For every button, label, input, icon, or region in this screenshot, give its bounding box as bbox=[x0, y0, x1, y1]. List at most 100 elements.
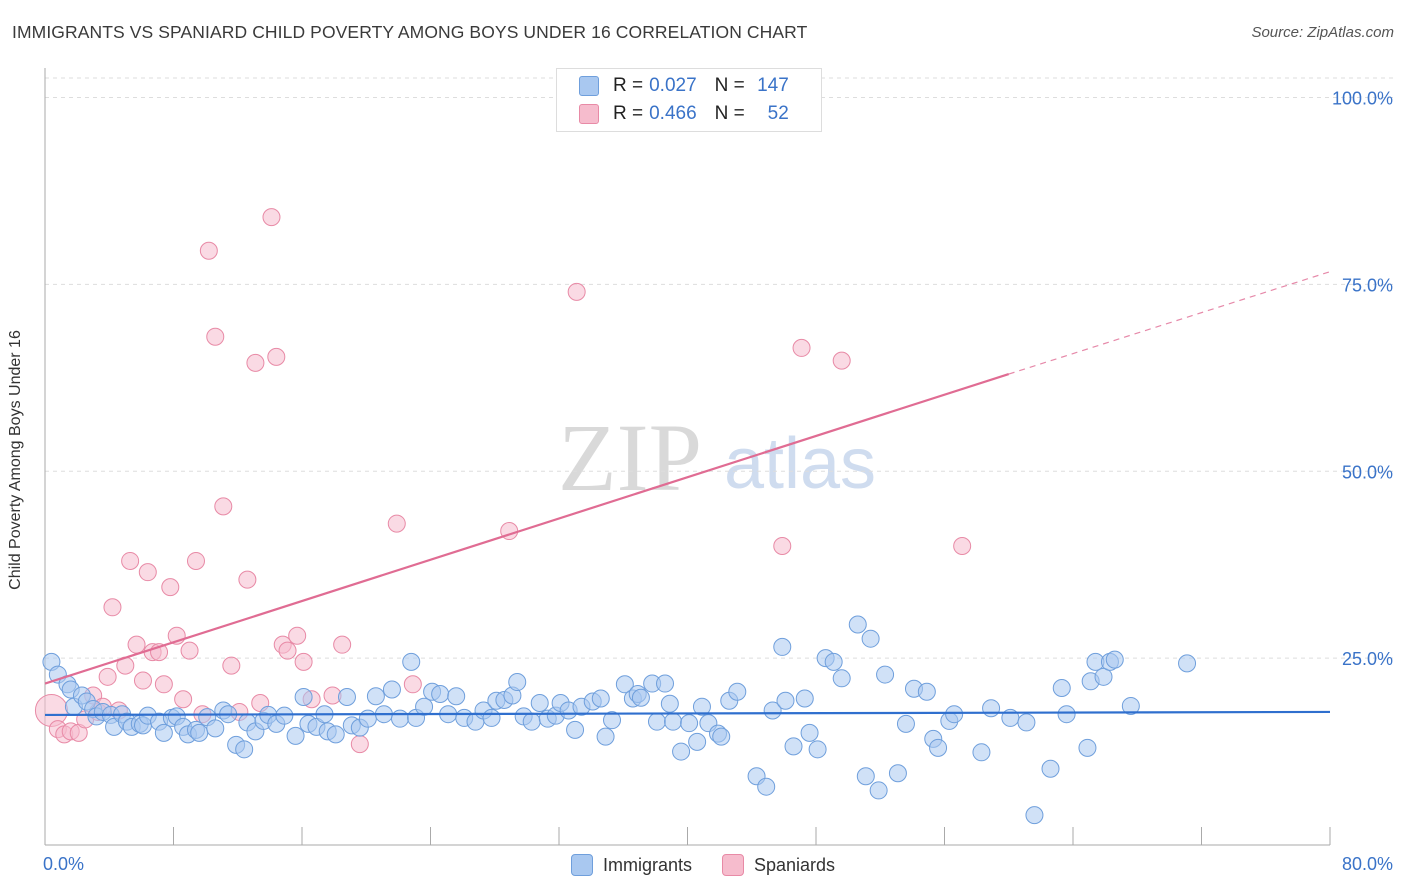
source-credit: Source: ZipAtlas.com bbox=[1251, 24, 1394, 41]
spaniard-point bbox=[387, 514, 406, 533]
immigrant-point bbox=[522, 712, 541, 731]
immigrant-point bbox=[566, 720, 585, 739]
immigrants-legend-label: Immigrants bbox=[602, 854, 692, 875]
r-value: 0.466 bbox=[649, 103, 697, 124]
spaniard-point bbox=[262, 208, 281, 227]
immigrant-point bbox=[190, 723, 209, 742]
immigrant-point bbox=[917, 682, 936, 701]
spaniard-point bbox=[180, 641, 199, 660]
immigrant-point bbox=[390, 709, 409, 728]
immigrant-point bbox=[656, 674, 675, 693]
y-tick-label: 50.0% bbox=[1342, 462, 1393, 482]
immigrant-point bbox=[1121, 696, 1140, 715]
immigrant-point bbox=[358, 709, 377, 728]
immigrant-point bbox=[861, 629, 880, 648]
immigrant-point bbox=[1041, 759, 1060, 778]
immigrant-point bbox=[680, 714, 699, 733]
immigrants-points bbox=[42, 615, 1197, 825]
n-value: 52 bbox=[767, 103, 789, 124]
immigrant-point bbox=[402, 652, 421, 671]
immigrants-trend-line bbox=[44, 710, 1331, 717]
r-label: R = bbox=[613, 103, 644, 124]
spaniard-point bbox=[953, 537, 972, 555]
immigrant-point bbox=[664, 712, 683, 731]
spaniard-point bbox=[138, 563, 157, 582]
immigrant-point bbox=[206, 719, 225, 738]
spaniard-point bbox=[98, 667, 117, 686]
immigrant-point bbox=[972, 743, 991, 762]
immigrant-point bbox=[773, 637, 792, 656]
x-tick-label: 0.0% bbox=[43, 854, 84, 874]
immigrant-point bbox=[275, 706, 294, 725]
immigrant-point bbox=[603, 711, 622, 730]
spaniard-point bbox=[154, 675, 173, 694]
trend-lines bbox=[44, 271, 1331, 717]
series-legend: Immigrants Spaniards bbox=[0, 851, 1406, 879]
immigrant-point bbox=[800, 723, 819, 742]
spaniard-point bbox=[186, 551, 205, 570]
immigrant-point bbox=[688, 732, 707, 751]
immigrant-point bbox=[235, 740, 254, 759]
y-tick-label: 25.0% bbox=[1342, 649, 1393, 669]
chart-title: IMMIGRANTS VS SPANIARD CHILD POVERTY AMO… bbox=[12, 22, 808, 42]
spaniard-point bbox=[206, 327, 225, 346]
immigrant-point bbox=[1105, 650, 1124, 669]
immigrant-point bbox=[982, 699, 1001, 718]
immigrant-point bbox=[876, 665, 895, 684]
immigrant-point bbox=[757, 777, 776, 796]
immigrant-point bbox=[294, 687, 313, 706]
immigrant-point bbox=[784, 737, 803, 756]
immigrant-point bbox=[482, 708, 501, 727]
immigrant-point bbox=[596, 727, 615, 746]
r-label: R = bbox=[613, 75, 644, 96]
immigrant-point bbox=[692, 697, 711, 716]
n-label: N = bbox=[714, 75, 745, 96]
spaniards-swatch bbox=[579, 104, 599, 124]
immigrant-point bbox=[763, 701, 782, 720]
spaniard-point bbox=[567, 282, 586, 301]
spaniard-point bbox=[267, 347, 286, 366]
immigrant-point bbox=[286, 726, 305, 745]
immigrant-point bbox=[647, 712, 666, 731]
immigrants-legend-swatch bbox=[570, 854, 593, 876]
spaniards-trend-line bbox=[44, 373, 1010, 685]
spaniard-point bbox=[238, 570, 257, 589]
spaniards-legend-label: Spaniards bbox=[753, 854, 836, 875]
immigrant-point bbox=[1025, 806, 1044, 825]
immigrants-swatch bbox=[579, 76, 599, 96]
spaniard-point bbox=[161, 578, 180, 597]
legend-item-spaniards: Spaniards bbox=[721, 854, 836, 876]
immigrant-point bbox=[1017, 713, 1036, 732]
spaniard-point bbox=[403, 675, 422, 694]
r-value: 0.027 bbox=[649, 75, 697, 96]
spaniard-point bbox=[214, 497, 233, 516]
spaniard-point bbox=[103, 598, 122, 617]
spaniard-point bbox=[133, 671, 152, 690]
immigrant-point bbox=[856, 767, 875, 786]
watermark: ZIP atlas bbox=[558, 404, 876, 511]
legend-row-immigrants: R = 0.027 N = 147 bbox=[557, 72, 789, 100]
immigrant-point bbox=[869, 781, 888, 800]
immigrant-point bbox=[896, 714, 915, 733]
spaniards-trend-extension bbox=[1008, 271, 1331, 375]
immigrant-point bbox=[1078, 738, 1097, 757]
spaniard-point bbox=[121, 551, 140, 570]
immigrant-point bbox=[615, 675, 634, 694]
immigrant-point bbox=[326, 725, 345, 744]
spaniards-legend-swatch bbox=[721, 854, 744, 876]
immigrant-point bbox=[832, 669, 851, 688]
y-tick-label: 100.0% bbox=[1332, 89, 1393, 109]
x-tick-label: 80.0% bbox=[1342, 854, 1393, 874]
immigrant-point bbox=[712, 727, 731, 746]
tick-labels: 25.0% 50.0% 75.0% 100.0% 0.0% 80.0% bbox=[43, 89, 1393, 875]
immigrant-point bbox=[382, 680, 401, 699]
spaniard-point bbox=[350, 735, 369, 754]
spaniard-point bbox=[199, 241, 218, 260]
spaniard-point bbox=[288, 626, 307, 645]
immigrant-point bbox=[848, 615, 867, 634]
spaniard-point bbox=[294, 652, 313, 671]
immigrant-point bbox=[1178, 654, 1197, 673]
spaniard-point bbox=[792, 338, 811, 357]
immigrant-point bbox=[1057, 705, 1076, 724]
